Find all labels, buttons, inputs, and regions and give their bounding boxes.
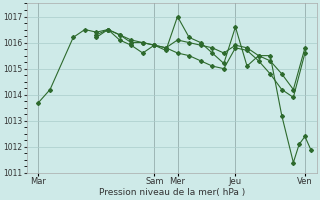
X-axis label: Pression niveau de la mer( hPa ): Pression niveau de la mer( hPa ) xyxy=(99,188,245,197)
